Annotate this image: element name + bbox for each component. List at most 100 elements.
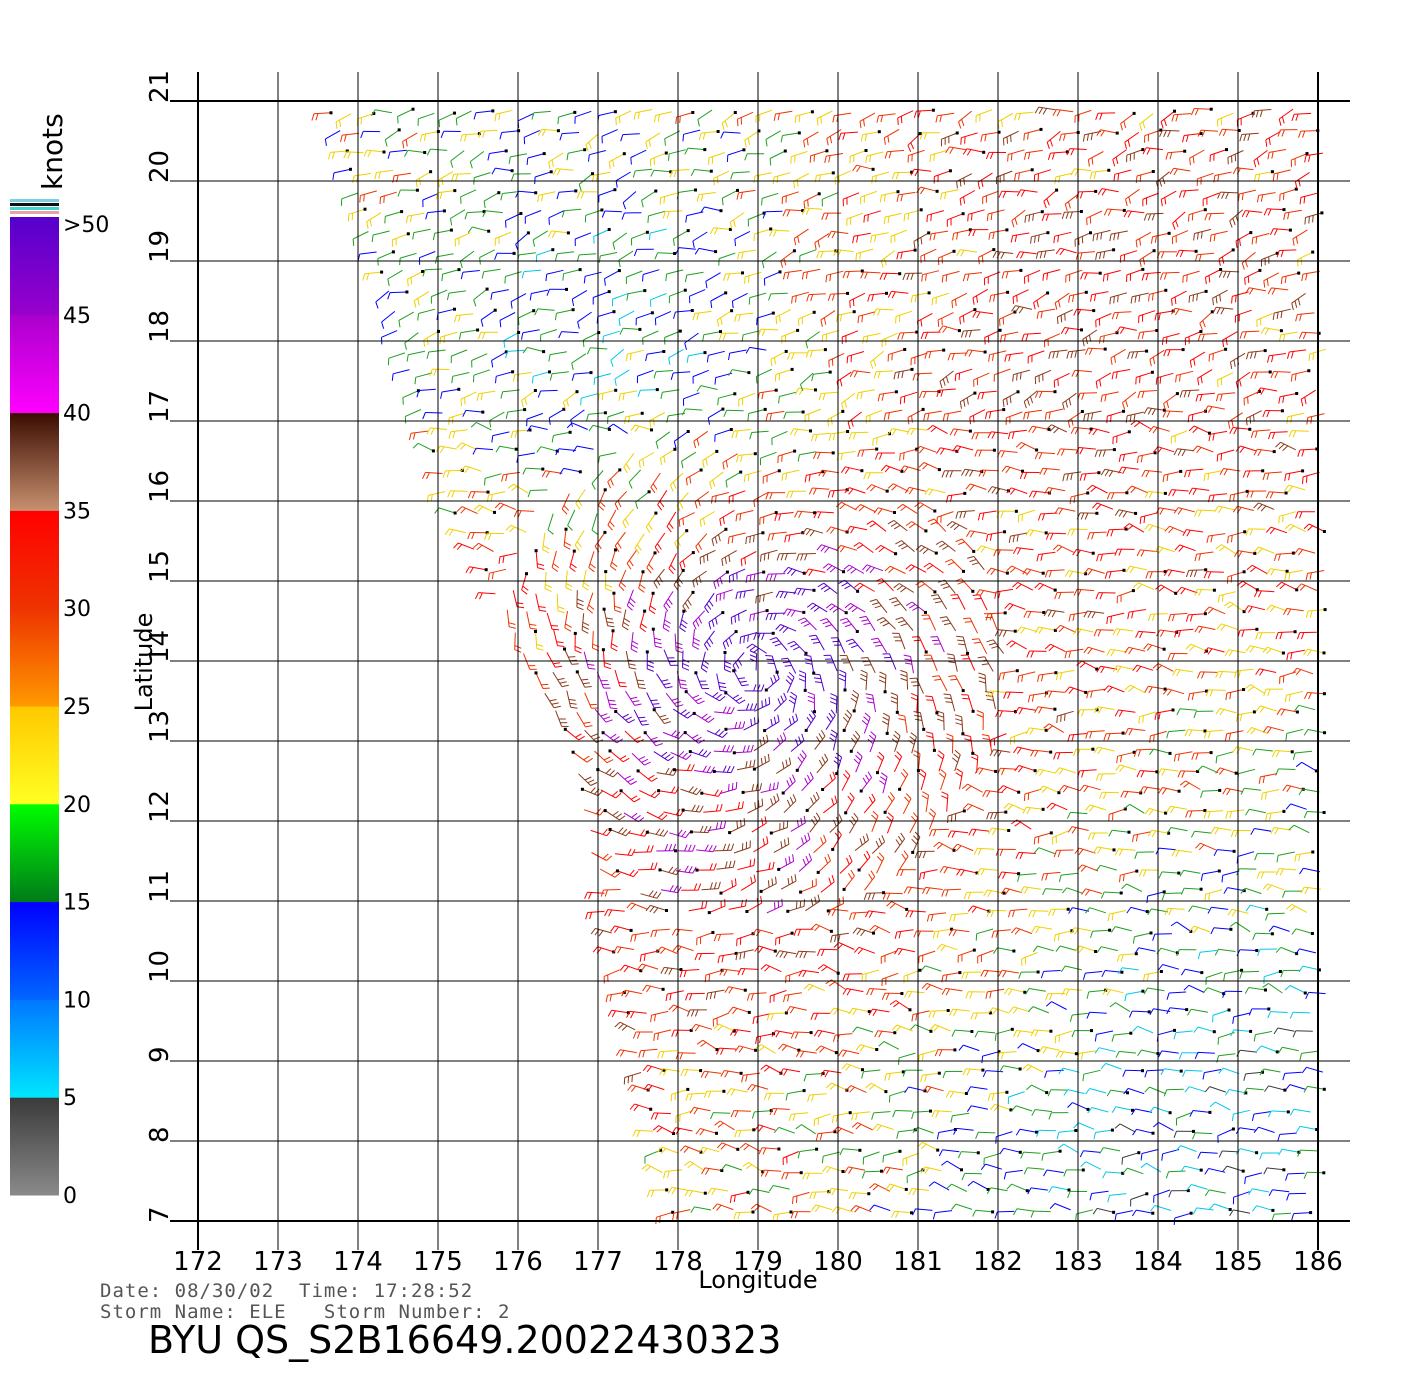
wind-barb-feather — [1014, 765, 1020, 772]
wind-barb — [1018, 707, 1036, 711]
wind-barb-feather — [1275, 581, 1282, 588]
wind-barb-feather — [1166, 474, 1169, 482]
wind-barb — [677, 944, 694, 952]
wind-barb-feather — [978, 680, 986, 684]
rain-flag-dot — [775, 670, 779, 674]
wind-barb — [1160, 947, 1178, 954]
wind-barb-feather — [1020, 886, 1025, 894]
wind-barb — [774, 1211, 792, 1216]
wind-barb-feather — [1153, 446, 1159, 453]
wind-barb-feather — [1059, 672, 1063, 680]
wind-barb-feather — [1144, 523, 1150, 530]
wind-barb-feather — [776, 553, 780, 561]
wind-barb — [756, 1033, 774, 1038]
rain-flag-dot — [1179, 1069, 1183, 1073]
wind-barb-feather — [1016, 547, 1022, 555]
wind-barb — [1169, 525, 1186, 534]
rain-flag-dot — [962, 809, 966, 813]
wind-barb-feather — [713, 934, 717, 942]
wind-barb-feather — [810, 797, 815, 805]
wind-barb-feather — [576, 602, 584, 607]
wind-barb-feather — [734, 1045, 740, 1052]
wind-barb-feather — [773, 716, 777, 724]
wind-barb-feather — [728, 1006, 734, 1013]
wind-barb-feather — [682, 605, 687, 613]
wind-barb-feather — [874, 1030, 879, 1038]
wind-barb-feather — [765, 613, 769, 621]
wind-barb-feather — [1077, 589, 1082, 597]
wind-barb-feather — [720, 1048, 724, 1055]
rain-flag-dot — [1044, 728, 1048, 732]
wind-barb — [682, 650, 684, 668]
wind-barb — [871, 484, 888, 492]
wind-barb-feather — [1127, 612, 1130, 620]
wind-barb-feather — [691, 734, 699, 739]
wind-barb-feather — [738, 613, 740, 621]
wind-barb-feather — [570, 706, 578, 709]
wind-barb-feather — [1289, 1011, 1294, 1019]
wind-barb-feather — [583, 582, 590, 587]
wind-barb-feather — [781, 1045, 788, 1052]
wind-barb-feather — [1253, 546, 1259, 553]
rain-flag-dot — [571, 750, 575, 754]
wind-barb-feather — [913, 835, 919, 842]
wind-barb-feather — [650, 1190, 655, 1198]
wind-barb — [783, 719, 798, 731]
wind-barb-feather — [1027, 695, 1031, 703]
wind-barb — [1239, 949, 1257, 951]
wind-barb-feather — [724, 1070, 729, 1078]
wind-barb-feather — [559, 681, 567, 684]
wind-barb-feather — [888, 1073, 891, 1081]
wind-barb — [1255, 932, 1273, 935]
rain-flag-dot — [884, 1090, 888, 1094]
wind-barb-feather — [1246, 490, 1250, 498]
wind-barb-feather — [730, 843, 735, 851]
wind-barb — [919, 502, 936, 512]
wind-barb-feather — [1275, 632, 1279, 640]
wind-barb-feather — [1149, 735, 1151, 743]
rain-flag-dot — [1285, 569, 1289, 573]
rain-flag-dot — [1283, 1088, 1287, 1092]
wind-barb-feather — [754, 802, 757, 810]
rain-flag-dot — [1174, 591, 1178, 595]
wind-barb — [817, 1029, 835, 1035]
rain-flag-dot — [601, 648, 605, 652]
rain-flag-dot — [1317, 968, 1321, 972]
wind-barb — [1219, 767, 1237, 774]
wind-barb-feather — [730, 1029, 735, 1036]
wind-barb — [1286, 608, 1304, 612]
wind-barb-feather — [1286, 785, 1292, 793]
rain-flag-dot — [1025, 1189, 1029, 1193]
wind-barb — [1024, 788, 1042, 795]
scale-label: 40 — [63, 402, 91, 427]
wind-barb-feather — [619, 755, 627, 760]
rain-flag-dot — [936, 1148, 940, 1152]
wind-barb-feather — [1252, 933, 1256, 940]
wind-barb-feather — [661, 814, 668, 821]
wind-barb-feather — [1057, 933, 1060, 941]
wind-barb-feather — [848, 854, 853, 862]
wind-barb — [920, 869, 938, 874]
wind-barb-feather — [750, 744, 754, 752]
wind-barb-feather — [811, 818, 816, 826]
wind-barb-feather — [795, 713, 799, 721]
wind-barb-feather — [732, 860, 736, 868]
wind-barb — [997, 1210, 1015, 1213]
wind-barb-feather — [610, 647, 618, 652]
wind-barb-feather — [1121, 883, 1127, 890]
wind-barb — [851, 431, 869, 434]
wind-barb — [644, 732, 657, 747]
wind-barb — [607, 992, 625, 996]
wind-barb-feather — [639, 954, 642, 962]
wind-barb-feather — [978, 768, 984, 775]
wind-barb — [1302, 965, 1320, 971]
wind-barb-feather — [896, 585, 904, 591]
wind-barb — [898, 1052, 916, 1059]
wind-barb-feather — [1054, 767, 1060, 774]
wind-barb — [651, 1010, 669, 1016]
wind-barb — [1038, 626, 1056, 631]
wind-barb-feather — [615, 813, 623, 819]
wind-barb-feather — [1041, 513, 1045, 521]
wind-barb-feather — [1085, 804, 1091, 811]
wind-barb — [1198, 625, 1216, 630]
